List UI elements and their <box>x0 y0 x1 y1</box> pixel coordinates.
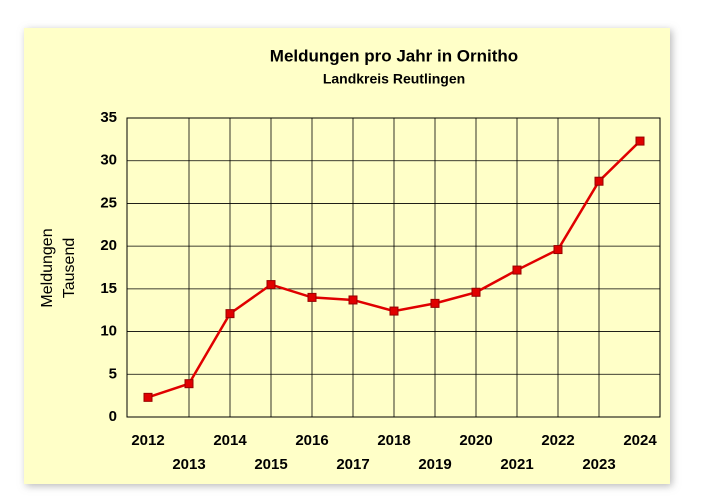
data-point <box>184 379 194 389</box>
x-tick-label: 2022 <box>541 432 574 449</box>
y-tick-label: 35 <box>100 109 117 126</box>
data-point <box>389 306 399 316</box>
x-tick-label: 2018 <box>377 432 410 449</box>
chart-title: Meldungen pro Jahr in Ornitho <box>270 46 518 65</box>
x-tick-label: 2021 <box>500 456 533 473</box>
data-point <box>635 136 645 146</box>
y-tick-label: 0 <box>109 408 117 425</box>
data-point <box>225 309 235 319</box>
data-point <box>553 245 563 255</box>
x-tick-label: 2023 <box>582 456 615 473</box>
y-tick-label: 15 <box>100 280 117 297</box>
x-tick-label: 2014 <box>213 432 247 449</box>
y-tick-label: 20 <box>100 237 117 254</box>
data-point <box>143 392 153 402</box>
data-point <box>348 295 358 305</box>
data-point <box>512 265 522 275</box>
y-tick-label: 5 <box>109 365 117 382</box>
y-axis-label: Meldungen <box>39 228 56 307</box>
data-point <box>471 287 481 297</box>
y-axis-label: Tausend <box>61 238 78 299</box>
x-tick-label: 2013 <box>172 456 205 473</box>
x-tick-label: 2016 <box>295 432 328 449</box>
data-point <box>430 298 440 308</box>
chart-subtitle: Landkreis Reutlingen <box>323 71 465 87</box>
x-tick-label: 2024 <box>623 432 657 449</box>
y-tick-label: 30 <box>100 152 117 169</box>
x-tick-label: 2019 <box>418 456 451 473</box>
data-point <box>266 280 276 290</box>
data-point <box>594 176 604 186</box>
x-tick-label: 2020 <box>459 432 492 449</box>
x-tick-label: 2015 <box>254 456 287 473</box>
data-point <box>307 292 317 302</box>
plot-area <box>126 117 661 418</box>
x-tick-label: 2017 <box>336 456 369 473</box>
x-tick-label: 2012 <box>131 432 164 449</box>
y-tick-label: 25 <box>100 194 117 211</box>
y-tick-label: 10 <box>100 323 117 340</box>
